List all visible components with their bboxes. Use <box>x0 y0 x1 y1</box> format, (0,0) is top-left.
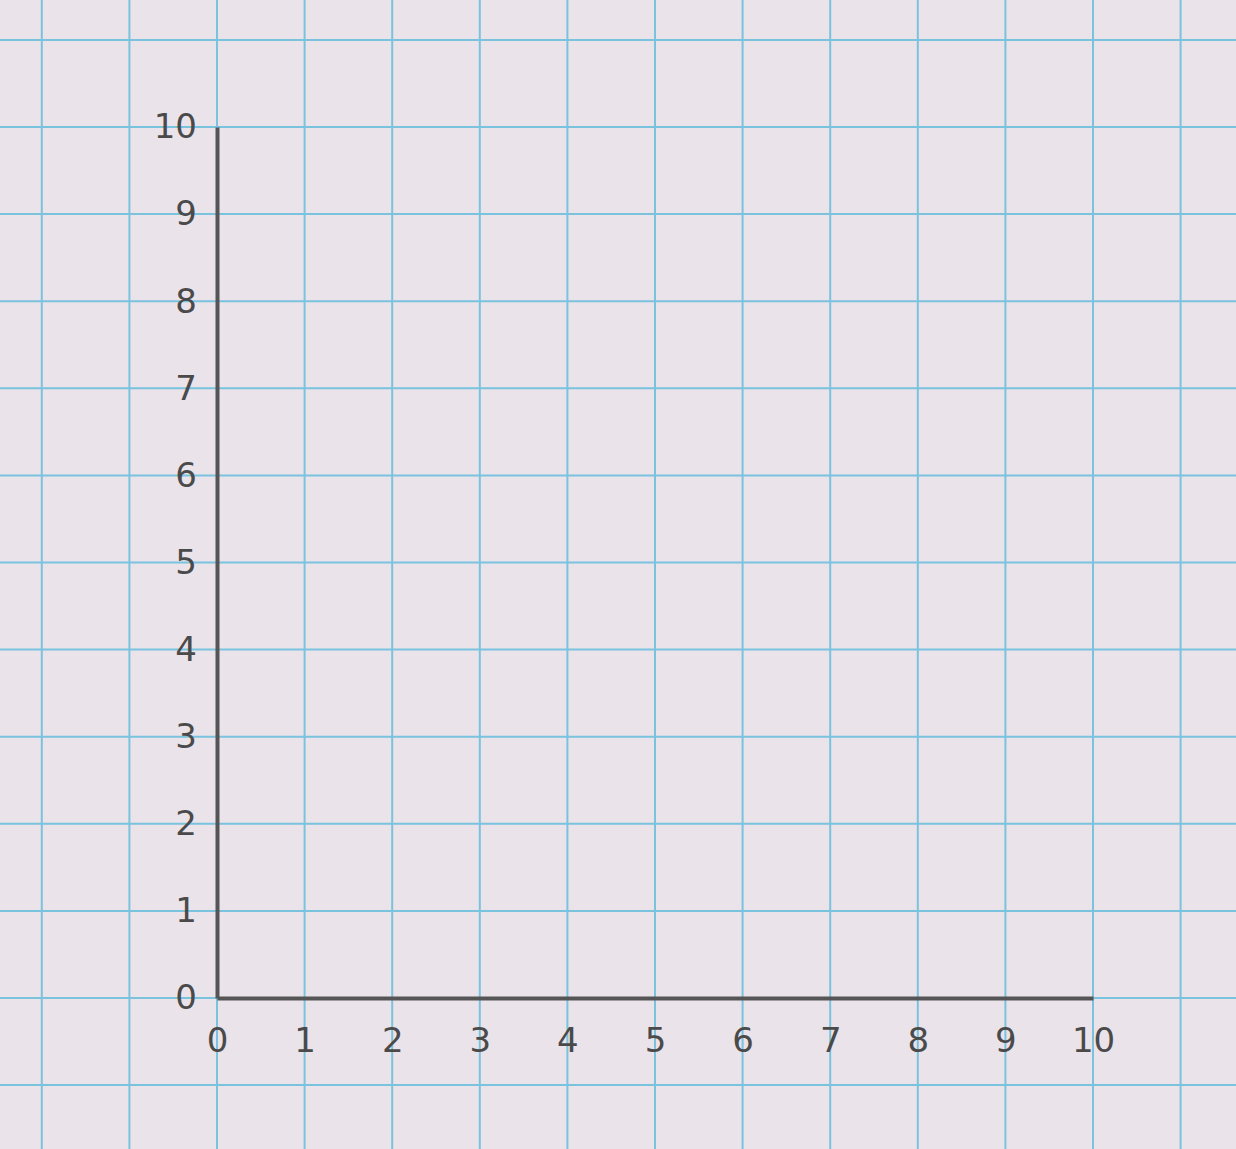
y-tick: 0 <box>175 977 217 1017</box>
grid-line <box>566 0 568 1149</box>
y-tick: 6 <box>175 455 217 495</box>
x-tick: 1 <box>294 998 316 1060</box>
y-tick: 9 <box>175 193 217 233</box>
x-tick-label: 8 <box>907 1020 929 1060</box>
grid-line <box>479 0 481 1149</box>
y-tick-label: 0 <box>175 977 197 1017</box>
y-tick: 10 <box>154 106 217 146</box>
y-tick: 8 <box>175 281 217 321</box>
paper <box>0 0 1236 1149</box>
paper-line <box>0 1084 1236 1086</box>
y-tick: 2 <box>175 803 217 843</box>
x-tick-label: 7 <box>820 1020 842 1060</box>
x-tick-label: 10 <box>1072 1020 1115 1060</box>
x-tick: 5 <box>645 998 667 1060</box>
paper-line <box>41 0 43 1149</box>
y-tick-label: 2 <box>175 803 197 843</box>
plot: 0 1 2 3 4 5 6 7 8 9 10 0 1 2 3 4 5 6 7 8 9 10 <box>0 0 1236 1149</box>
y-tick-label: 10 <box>154 106 197 146</box>
paper-line <box>0 39 1236 41</box>
x-tick-label: 9 <box>995 1020 1017 1060</box>
grid-line <box>1092 0 1094 1149</box>
grid-line <box>1004 0 1006 1149</box>
grid-line <box>742 0 744 1149</box>
y-tick-label: 3 <box>175 716 197 756</box>
paper-lines <box>0 0 1236 1149</box>
x-tick-label: 3 <box>469 1020 491 1060</box>
y-tick-label: 7 <box>175 368 197 408</box>
y-axis-line <box>216 128 220 999</box>
grid-line <box>304 0 306 1149</box>
y-tick-label: 6 <box>175 455 197 495</box>
x-tick: 6 <box>732 998 754 1060</box>
grid-line <box>829 0 831 1149</box>
x-tick-label: 6 <box>732 1020 754 1060</box>
y-tick: 5 <box>175 542 217 582</box>
x-tick-label: 5 <box>645 1020 667 1060</box>
x-axis-line <box>218 997 1094 1001</box>
x-tick: 8 <box>907 998 929 1060</box>
y-tick-label: 5 <box>175 542 197 582</box>
x-tick-label: 4 <box>557 1020 579 1060</box>
y-axis: 0 1 2 3 4 5 6 7 8 9 10 <box>154 106 218 1017</box>
x-tick-label: 1 <box>294 1020 316 1060</box>
grid-line <box>391 0 393 1149</box>
grid-line <box>216 0 218 1149</box>
x-tick-label: 0 <box>207 1020 229 1060</box>
x-tick: 4 <box>557 998 579 1060</box>
paper-line <box>1180 0 1182 1149</box>
y-tick: 7 <box>175 368 217 408</box>
y-tick-label: 4 <box>175 629 197 669</box>
paper-line <box>128 0 130 1149</box>
grid-line <box>654 0 656 1149</box>
x-tick: 9 <box>995 998 1017 1060</box>
y-tick-label: 1 <box>175 890 197 930</box>
x-tick: 0 <box>207 998 229 1060</box>
x-tick-label: 2 <box>382 1020 404 1060</box>
x-tick: 7 <box>820 998 842 1060</box>
x-tick: 10 <box>1072 998 1115 1060</box>
y-tick-label: 8 <box>175 281 197 321</box>
x-tick: 2 <box>382 998 404 1060</box>
grid-line <box>917 0 919 1149</box>
grid <box>0 0 1236 1149</box>
x-axis: 0 1 2 3 4 5 6 7 8 9 10 <box>207 998 1115 1060</box>
chart: 0 1 2 3 4 5 6 7 8 9 10 0 1 2 3 4 5 6 7 8 9 10 <box>0 0 1236 1149</box>
y-tick-label: 9 <box>175 193 197 233</box>
y-tick: 1 <box>175 890 217 930</box>
x-tick: 3 <box>469 998 491 1060</box>
y-tick: 4 <box>175 629 217 669</box>
y-tick: 3 <box>175 716 217 756</box>
